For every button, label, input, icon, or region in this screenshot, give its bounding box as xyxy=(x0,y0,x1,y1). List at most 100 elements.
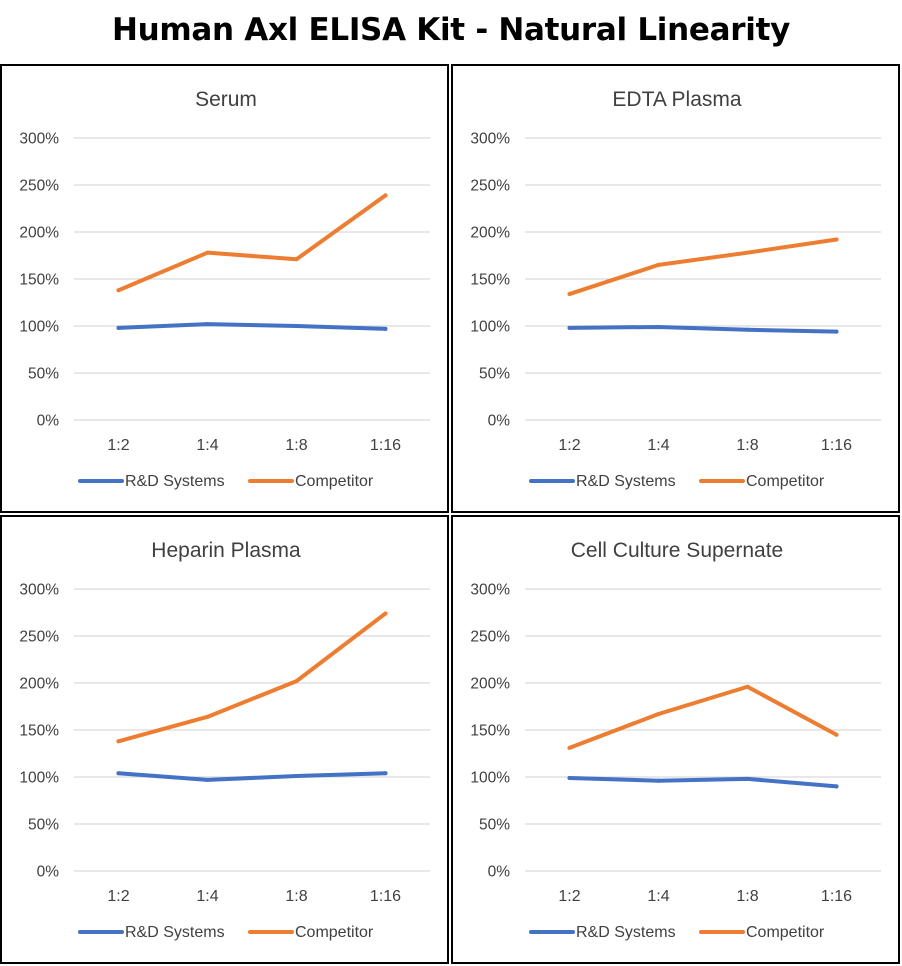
data-point-r-d-systems xyxy=(116,771,121,776)
data-point-competitor xyxy=(745,684,750,689)
x-tick-label: 1:8 xyxy=(285,888,307,905)
x-tick-label: 1:16 xyxy=(821,888,852,905)
x-tick-label: 1:16 xyxy=(821,437,852,454)
y-tick-label: 150% xyxy=(19,723,59,740)
data-point-competitor xyxy=(116,739,121,744)
legend-label-competitor: Competitor xyxy=(295,924,374,941)
y-tick-label: 300% xyxy=(19,582,59,599)
chart-title: EDTA Plasma xyxy=(612,88,741,111)
data-point-r-d-systems xyxy=(834,329,839,334)
y-tick-label: 50% xyxy=(479,817,510,834)
data-point-competitor xyxy=(383,193,388,198)
y-tick-label: 200% xyxy=(470,225,510,242)
x-tick-label: 1:2 xyxy=(558,437,580,454)
chart-panel-serum: Serum 300% 250% 200% 150% 100% 50% 0% 1:2 1:4 1:8 1… xyxy=(0,64,449,513)
x-tick-label: 1:4 xyxy=(647,437,669,454)
legend-label-r-d-systems: R&D Systems xyxy=(576,473,676,490)
x-tick-label: 1:8 xyxy=(736,437,758,454)
data-point-competitor xyxy=(834,237,839,242)
data-point-r-d-systems xyxy=(205,777,210,782)
x-tick-label: 1:2 xyxy=(558,888,580,905)
series-line-r-d-systems xyxy=(116,771,388,782)
data-point-r-d-systems xyxy=(116,325,121,330)
y-tick-label: 150% xyxy=(470,272,510,289)
data-point-competitor xyxy=(656,262,661,267)
chart-svg-heparin-plasma: Heparin Plasma 300% 250% 200% 150% 100% 50% 0% 1… xyxy=(19,539,430,941)
y-tick-label: 100% xyxy=(470,770,510,787)
y-tick-label: 100% xyxy=(19,770,59,787)
y-tick-label: 250% xyxy=(470,629,510,646)
chart-panel-heparin-plasma: Heparin Plasma 300% 250% 200% 150% 100% 50% 0% 1… xyxy=(0,515,449,964)
data-point-r-d-systems xyxy=(294,324,299,328)
data-point-competitor xyxy=(834,732,839,737)
data-point-competitor xyxy=(383,611,388,616)
data-point-r-d-systems xyxy=(205,322,210,327)
chart-title: Cell Culture Supernate xyxy=(571,539,783,562)
y-tick-label: 200% xyxy=(19,676,59,693)
page-title: Human Axl ELISA Kit - Natural Linearity xyxy=(111,12,790,48)
chart-svg-edta-plasma: EDTA Plasma 300% 250% 200% 150% 100% 50% 0% 1:2 1… xyxy=(470,88,881,490)
y-tick-label: 0% xyxy=(488,864,511,881)
y-tick-label: 50% xyxy=(479,366,510,383)
chart-panel-cell-culture-supernate: Cell Culture Supernate 300% 250% 200% 150% 10… xyxy=(451,515,900,964)
y-tick-label: 250% xyxy=(470,178,510,195)
series-line-competitor xyxy=(567,684,839,750)
y-tick-label: 200% xyxy=(470,676,510,693)
legend-label-competitor: Competitor xyxy=(746,924,825,941)
data-point-competitor xyxy=(745,250,750,255)
y-tick-label: 300% xyxy=(470,131,510,148)
chart-grid: Serum 300% 250% 200% 150% 100% 50% 0% 1:2 1:4 1:8 1… xyxy=(0,64,902,966)
data-point-competitor xyxy=(294,679,299,684)
chart-panel-edta-plasma: EDTA Plasma 300% 250% 200% 150% 100% 50% 0% 1:2 1… xyxy=(451,64,900,513)
series-line-r-d-systems xyxy=(567,324,839,334)
chart-title: Serum xyxy=(195,88,257,111)
legend-label-competitor: Competitor xyxy=(746,473,825,490)
y-tick-label: 0% xyxy=(488,413,511,430)
x-tick-label: 1:8 xyxy=(285,437,307,454)
data-point-r-d-systems xyxy=(567,775,572,780)
y-tick-label: 50% xyxy=(28,366,59,383)
y-tick-label: 0% xyxy=(37,413,60,430)
x-tick-label: 1:4 xyxy=(196,437,218,454)
data-point-r-d-systems xyxy=(294,774,299,779)
x-tick-label: 1:2 xyxy=(107,888,129,905)
x-tick-label: 1:4 xyxy=(196,888,218,905)
y-tick-label: 200% xyxy=(19,225,59,242)
data-point-r-d-systems xyxy=(383,771,388,776)
x-tick-label: 1:16 xyxy=(370,888,401,905)
legend-label-r-d-systems: R&D Systems xyxy=(125,473,225,490)
data-point-r-d-systems xyxy=(745,327,750,332)
data-point-competitor xyxy=(205,714,210,719)
legend-label-competitor: Competitor xyxy=(295,473,374,490)
y-tick-label: 250% xyxy=(19,178,59,195)
series-line-competitor xyxy=(116,193,388,293)
series-line-r-d-systems xyxy=(567,775,839,789)
y-tick-label: 300% xyxy=(470,582,510,599)
x-tick-label: 1:2 xyxy=(107,437,129,454)
data-point-competitor xyxy=(205,250,210,255)
chart-title: Heparin Plasma xyxy=(151,539,301,562)
x-tick-label: 1:8 xyxy=(736,888,758,905)
y-tick-label: 0% xyxy=(37,864,60,881)
data-point-r-d-systems xyxy=(834,784,839,789)
data-point-competitor xyxy=(567,292,572,297)
data-point-competitor xyxy=(656,712,661,717)
y-tick-label: 300% xyxy=(19,131,59,148)
series-line-competitor xyxy=(567,237,839,297)
data-point-r-d-systems xyxy=(567,325,572,330)
y-tick-label: 250% xyxy=(19,629,59,646)
x-tick-label: 1:4 xyxy=(647,888,669,905)
data-point-r-d-systems xyxy=(656,324,661,329)
legend-label-r-d-systems: R&D Systems xyxy=(576,924,676,941)
data-point-r-d-systems xyxy=(383,326,388,331)
data-point-competitor xyxy=(567,745,572,750)
chart-svg-serum: Serum 300% 250% 200% 150% 100% 50% 0% 1:2 1:4 1:8 1… xyxy=(19,88,430,490)
data-point-r-d-systems xyxy=(745,776,750,781)
data-point-competitor xyxy=(116,288,121,293)
y-tick-label: 50% xyxy=(28,817,59,834)
y-tick-label: 150% xyxy=(470,723,510,740)
data-point-competitor xyxy=(294,257,299,262)
series-line-r-d-systems xyxy=(116,322,388,331)
y-tick-label: 100% xyxy=(19,319,59,336)
data-point-r-d-systems xyxy=(656,778,661,783)
